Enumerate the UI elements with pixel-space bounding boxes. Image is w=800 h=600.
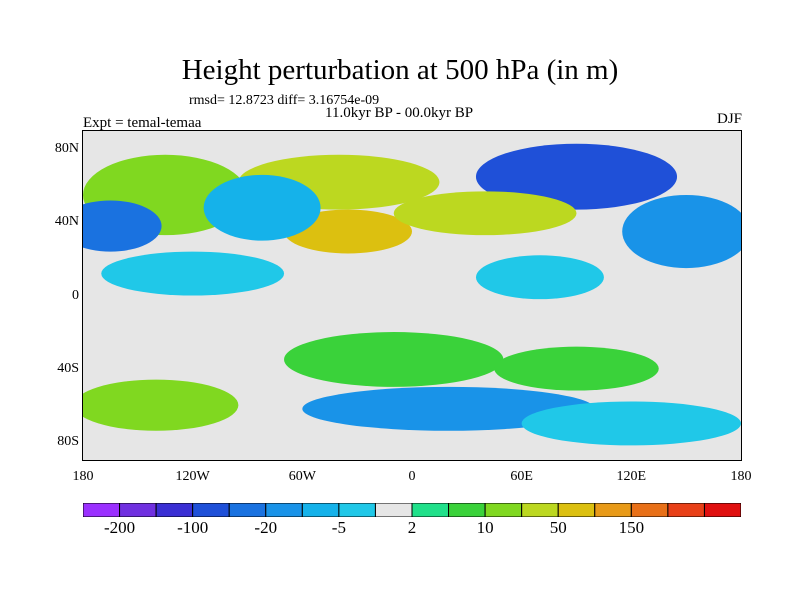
colorbar-box xyxy=(484,503,523,517)
field-region-canada-negative-core xyxy=(203,174,321,241)
season-label: DJF xyxy=(716,111,742,127)
colorbar-box xyxy=(155,503,194,517)
colorbar-box xyxy=(630,503,669,517)
stats-readout: rmsd= 12.8723 diff= 3.16754e-09 xyxy=(189,93,380,108)
lon-tick-label: 60W xyxy=(288,469,316,484)
colorbar-box xyxy=(411,503,450,517)
field-region-tropical-pacific-negative xyxy=(101,251,285,296)
field-region-indian-ocean-negative xyxy=(475,255,604,300)
colorbar-label: -20 xyxy=(254,518,278,537)
colorbar xyxy=(83,503,741,517)
contour-field xyxy=(83,131,741,460)
colorbar-box xyxy=(83,503,121,517)
field-region-south-indian-positive xyxy=(494,346,659,391)
colorbar-box xyxy=(703,503,741,517)
lon-tick-label: 60E xyxy=(510,469,533,484)
colorbar-box xyxy=(374,503,413,517)
lat-tick-label: 0 xyxy=(72,287,79,303)
lat-tick-label: 80S xyxy=(57,433,79,449)
field-region-southern-ocean-negative xyxy=(302,386,595,431)
period-label: 11.0kyr BP - 00.0kyr BP xyxy=(325,105,474,121)
lon-tick-label: 120E xyxy=(616,469,647,484)
lon-tick-label: 180 xyxy=(730,469,752,484)
colorbar-box xyxy=(448,503,486,517)
colorbar-label: -100 xyxy=(177,518,209,537)
lon-tick-label: 0 xyxy=(408,469,416,484)
colorbar-label: 2 xyxy=(407,518,417,537)
colorbar-box xyxy=(192,503,230,517)
field-region-siberia-negative xyxy=(475,143,678,210)
colorbar-box xyxy=(301,503,340,517)
colorbar-box xyxy=(557,503,596,517)
colorbar-label: 10 xyxy=(476,518,494,537)
field-region-antarctic-negative xyxy=(521,401,741,446)
colorbar-label: -5 xyxy=(331,518,346,537)
colorbar-box xyxy=(521,503,559,517)
colorbar-box xyxy=(119,503,157,517)
colorbar-label: -200 xyxy=(103,518,136,537)
lat-tick-label: 80N xyxy=(54,141,79,157)
colorbar-label: 150 xyxy=(618,518,645,537)
colorbar-box xyxy=(228,503,267,517)
lat-tick-label: 40S xyxy=(57,360,79,376)
field-region-eurasia-positive xyxy=(393,191,577,236)
field-region-north-atlantic-positive xyxy=(284,209,412,254)
map-panel xyxy=(82,130,742,461)
colorbar-box xyxy=(265,503,303,517)
colorbar-box xyxy=(667,503,705,517)
field-region-south-atlantic-positive xyxy=(284,332,504,387)
field-region-south-pacific-positive xyxy=(83,379,239,431)
colorbar-box xyxy=(338,503,376,517)
colorbar-box xyxy=(594,503,632,517)
map-title: Height perturbation at 500 hPa (in m) xyxy=(181,54,619,86)
experiment-label: Expt = temal-temaa xyxy=(83,115,202,131)
colorbar-label: 50 xyxy=(549,518,567,537)
lat-tick-label: 40N xyxy=(54,214,79,230)
lon-tick-label: 180 xyxy=(72,469,94,484)
field-region-asia-pacific-negative xyxy=(622,194,741,269)
lon-tick-label: 120W xyxy=(175,469,210,484)
field-region-north-pacific-negative xyxy=(83,200,162,252)
